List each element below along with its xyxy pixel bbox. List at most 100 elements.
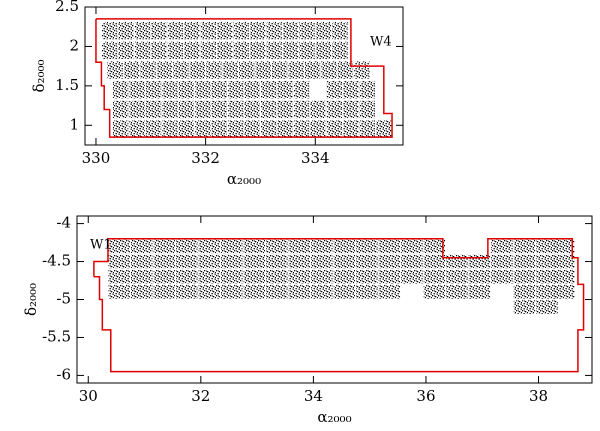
point-patch bbox=[167, 41, 184, 60]
point-patch bbox=[243, 269, 265, 284]
point-patch bbox=[446, 269, 468, 284]
point-patch bbox=[299, 21, 315, 40]
point-patch bbox=[446, 254, 468, 269]
point-patch bbox=[288, 61, 304, 79]
point-patch bbox=[131, 239, 153, 254]
point-patch bbox=[221, 285, 243, 299]
x-tick-label: 38 bbox=[529, 387, 548, 405]
point-patch bbox=[536, 285, 558, 299]
point-patch bbox=[513, 285, 536, 299]
point-patch bbox=[145, 81, 162, 99]
x-axis-label: α₂₀₀₀ bbox=[317, 408, 351, 426]
annotation: W4 bbox=[370, 35, 392, 50]
point-patch bbox=[184, 41, 200, 60]
point-patch bbox=[446, 285, 468, 299]
point-patch bbox=[378, 239, 401, 254]
y-tick-label: -5 bbox=[56, 290, 71, 308]
point-patch bbox=[239, 61, 255, 79]
y-tick-label: -6 bbox=[56, 365, 71, 383]
y-tick-label: -5.5 bbox=[42, 327, 71, 345]
point-patch bbox=[333, 254, 356, 269]
point-patch bbox=[553, 285, 575, 299]
point-patch bbox=[233, 21, 249, 40]
point-patch bbox=[321, 61, 337, 79]
point-patch bbox=[153, 254, 175, 269]
point-patch bbox=[221, 254, 243, 269]
point-patch bbox=[129, 100, 145, 119]
point-patch bbox=[250, 21, 266, 40]
y-axis-label: δ₂₀₀₀ bbox=[30, 59, 48, 92]
point-patch bbox=[134, 41, 151, 60]
point-patch bbox=[129, 81, 145, 99]
point-patch bbox=[131, 285, 153, 299]
point-patch bbox=[288, 254, 311, 269]
point-patch bbox=[299, 41, 315, 60]
point-patch bbox=[198, 254, 220, 269]
point-patch bbox=[326, 100, 343, 119]
point-patch bbox=[176, 239, 198, 254]
point-patch bbox=[266, 21, 282, 40]
point-patch bbox=[356, 254, 378, 269]
point-patch bbox=[356, 239, 378, 254]
point-patch bbox=[553, 239, 575, 254]
point-patch bbox=[311, 269, 333, 284]
x-tick-label: 332 bbox=[191, 149, 220, 167]
y-tick-label: 1.5 bbox=[55, 76, 79, 94]
point-patch bbox=[200, 21, 217, 40]
point-patch bbox=[101, 41, 118, 60]
point-patch bbox=[260, 120, 277, 138]
point-patch bbox=[282, 41, 299, 60]
point-patch bbox=[288, 239, 311, 254]
point-patch bbox=[189, 61, 206, 79]
point-patch bbox=[266, 41, 282, 60]
point-patch bbox=[178, 100, 195, 119]
point-patch bbox=[356, 285, 378, 299]
point-patch bbox=[244, 120, 260, 138]
point-patch bbox=[553, 269, 575, 284]
annotation: W1 bbox=[90, 238, 112, 253]
point-patch bbox=[108, 239, 130, 254]
point-patch bbox=[145, 120, 162, 138]
point-patch bbox=[356, 269, 378, 284]
y-tick-label: 2 bbox=[69, 36, 79, 54]
point-patch bbox=[536, 269, 558, 284]
point-patch bbox=[491, 239, 513, 254]
point-patch bbox=[333, 269, 356, 284]
point-patch bbox=[343, 120, 359, 138]
footprint-outline bbox=[95, 18, 393, 138]
point-patch bbox=[536, 300, 558, 314]
point-patch bbox=[376, 120, 392, 138]
point-patch bbox=[378, 285, 401, 299]
point-patch bbox=[359, 120, 376, 138]
y-axis-label: δ₂₀₀₀ bbox=[22, 283, 40, 316]
x-axis-label: α₂₀₀₀ bbox=[227, 170, 261, 188]
point-patch bbox=[221, 269, 243, 284]
point-patch bbox=[228, 81, 244, 99]
point-patch bbox=[326, 120, 343, 138]
x-tick-label: 36 bbox=[416, 387, 435, 405]
point-patch bbox=[108, 269, 130, 284]
point-patch bbox=[108, 285, 130, 299]
point-patch bbox=[107, 61, 123, 79]
y-tick-label: -4 bbox=[56, 214, 71, 232]
point-patch bbox=[423, 269, 446, 284]
point-patch bbox=[282, 21, 299, 40]
point-patch bbox=[333, 239, 356, 254]
point-patch bbox=[221, 239, 243, 254]
point-patch bbox=[332, 21, 348, 40]
point-patch bbox=[151, 21, 167, 40]
point-patch bbox=[244, 81, 260, 99]
point-patch bbox=[131, 269, 153, 284]
point-patch bbox=[401, 254, 423, 269]
point-patch bbox=[423, 285, 446, 299]
point-patch bbox=[277, 81, 293, 99]
point-patch bbox=[468, 254, 491, 269]
point-patch bbox=[153, 269, 175, 284]
point-patch bbox=[112, 100, 129, 119]
point-patch bbox=[553, 254, 575, 269]
point-patch bbox=[178, 120, 195, 138]
point-patch bbox=[123, 61, 140, 79]
x-tick-label: 34 bbox=[304, 387, 323, 405]
point-patch bbox=[101, 21, 118, 40]
